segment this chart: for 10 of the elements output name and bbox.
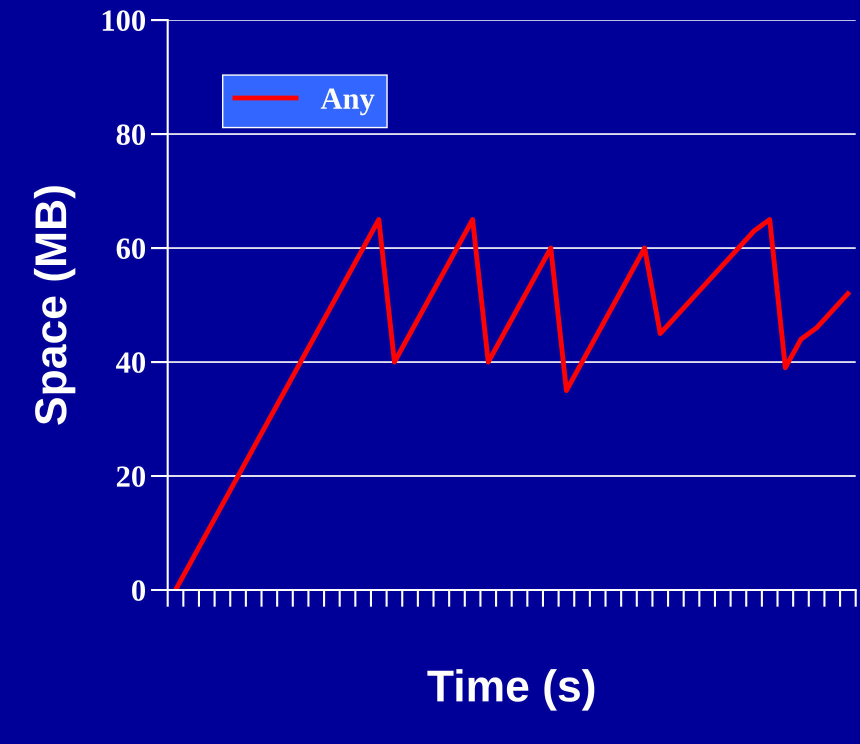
x-axis-title: Time (s) (427, 669, 594, 711)
y-tick-label: 20 (116, 466, 146, 487)
y-tick-label: 100 (102, 10, 146, 31)
y-tick-label: 40 (116, 352, 146, 373)
legend-label: Any (320, 88, 375, 116)
y-axis-title: Space (MB) (34, 186, 76, 425)
y-tick-label: 60 (116, 238, 146, 259)
y-tick-label: 0 (132, 580, 146, 601)
line-series (173, 217, 850, 590)
y-tick-label: 80 (116, 124, 146, 145)
